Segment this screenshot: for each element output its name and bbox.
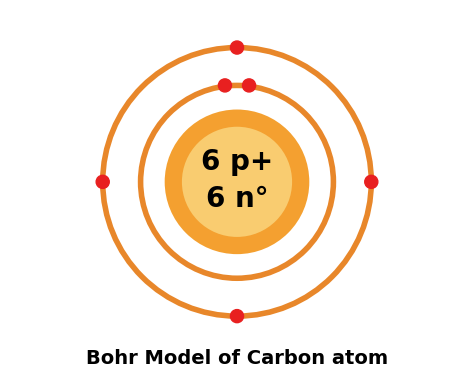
Circle shape [182,127,292,237]
Text: Bohr Model of Carbon atom: Bohr Model of Carbon atom [86,349,388,368]
Circle shape [164,110,310,254]
Text: 6 p+
6 n°: 6 p+ 6 n° [201,148,273,212]
Circle shape [219,79,231,92]
Circle shape [365,175,378,188]
Circle shape [230,41,244,54]
Circle shape [243,79,255,92]
Circle shape [96,175,109,188]
Circle shape [230,310,244,323]
